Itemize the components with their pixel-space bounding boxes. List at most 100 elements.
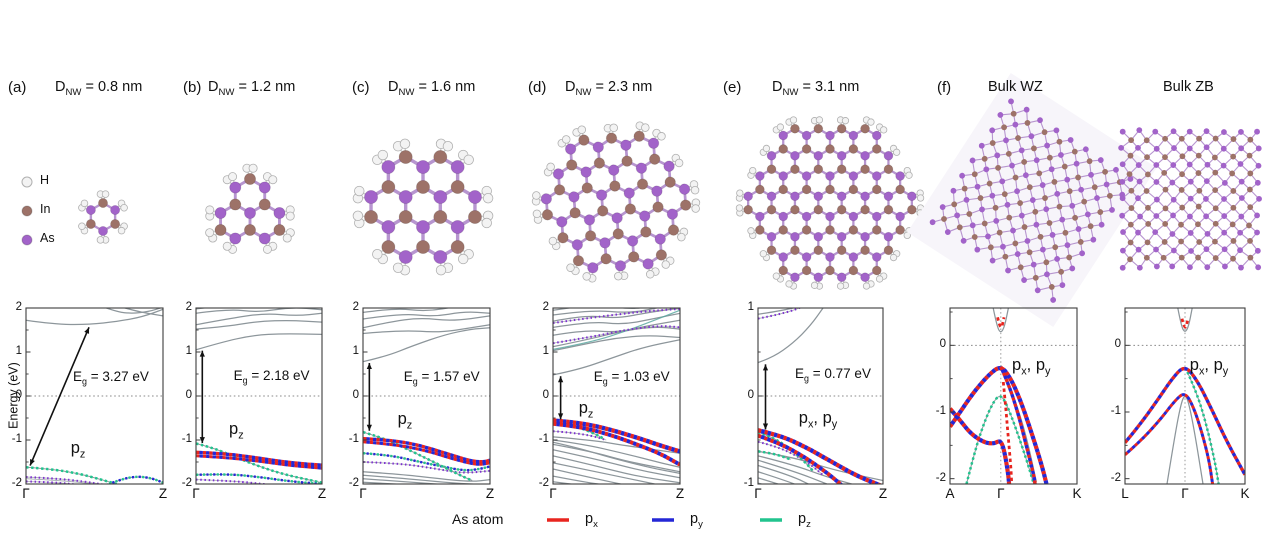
atom-In (1230, 136, 1237, 142)
panel-letter-0: (a) (8, 79, 27, 96)
atom-In (1026, 249, 1033, 256)
band-line (196, 308, 322, 314)
atom-As (1153, 162, 1160, 168)
band-line (950, 366, 1049, 484)
y-tick-label-a-2: 2 (15, 301, 22, 313)
atom-In (871, 184, 882, 195)
atom-In (1001, 124, 1007, 131)
atom-In (860, 204, 870, 215)
atom-In (1052, 244, 1059, 251)
atom-As (778, 130, 789, 141)
atom-In (450, 240, 465, 255)
atom-As (1204, 230, 1211, 237)
atom-In (995, 164, 1002, 171)
atom-As (1119, 161, 1126, 168)
atom-H (248, 163, 258, 173)
atom-H (749, 166, 757, 175)
atom-As (1044, 142, 1051, 149)
atom-As (1188, 248, 1194, 254)
atom-As (1014, 251, 1021, 257)
panel-title-1: DNW = 0.8 nm (55, 79, 143, 98)
atom-As (467, 189, 482, 204)
band-line (950, 407, 1012, 484)
atom-H (532, 209, 542, 219)
atom-In (1032, 208, 1039, 215)
atom-As (1221, 229, 1228, 236)
atom-In (1178, 254, 1185, 261)
atom-In (1162, 154, 1168, 161)
atom-In (597, 205, 609, 217)
atom-As (568, 191, 580, 203)
atom-As (969, 157, 976, 164)
x-tick-label-d-Z: Z (675, 486, 685, 501)
atom-H (282, 233, 292, 243)
atom-As (666, 208, 679, 220)
band-line (363, 315, 490, 329)
atom-H (120, 204, 128, 212)
atom-In (1143, 188, 1150, 194)
atom-As (974, 246, 981, 253)
atom-In (1062, 229, 1069, 236)
atom-In (813, 123, 824, 134)
x-tick-label-zb-K: K (1240, 486, 1250, 501)
atom-As (1170, 212, 1176, 219)
panel-letter-6: (d) (528, 79, 547, 96)
atom-As (871, 130, 882, 141)
atom-In (1015, 135, 1021, 141)
y-tick-label-d--2: -2 (538, 477, 549, 489)
atom-H (661, 260, 671, 269)
band-line (196, 473, 322, 484)
atom-In (1012, 174, 1019, 181)
atom-In (541, 209, 554, 221)
atom-As (978, 142, 985, 149)
band-line (553, 475, 603, 484)
atom-As (1050, 297, 1057, 303)
atom-As (836, 191, 847, 202)
atom-As (654, 233, 666, 245)
atom-In (1041, 129, 1048, 136)
atom-As (871, 252, 882, 262)
atom-In (1143, 137, 1150, 144)
band-gap-label-a: Eg = 3.27 eV (72, 369, 149, 388)
atom-As (1090, 236, 1097, 243)
band-line (26, 478, 95, 484)
atom-In (553, 184, 566, 196)
x-tick-label-e-Γ: Γ (754, 486, 762, 501)
atom-In (1212, 205, 1219, 212)
band-line (363, 308, 452, 314)
atom-As (1153, 213, 1160, 219)
atom-H (691, 204, 700, 213)
atom-In (581, 182, 593, 194)
band-gap-label-b: Eg = 2.18 eV (233, 367, 310, 386)
atom-As (540, 193, 553, 205)
band-line (281, 308, 295, 309)
atom-As (1186, 128, 1193, 135)
atom-As (592, 141, 604, 153)
atom-As (754, 171, 765, 181)
atom-As (1170, 196, 1177, 203)
atom-As (906, 191, 917, 202)
atom-As (743, 191, 754, 202)
atom-In (754, 225, 765, 235)
atom-H (548, 236, 558, 246)
atom-As (836, 150, 847, 161)
panel-letter-8: (e) (723, 79, 742, 96)
atom-As (848, 211, 859, 222)
atom-In (214, 223, 227, 237)
atom-In (572, 255, 585, 267)
atom-As (1203, 196, 1209, 202)
atom-As (1204, 264, 1211, 271)
plot-frame (949, 307, 1078, 485)
atom-In (1051, 178, 1058, 185)
atom-In (612, 228, 624, 240)
y-tick-label-a-1: 1 (15, 345, 22, 357)
atom-In (778, 265, 789, 276)
atom-As (1220, 145, 1227, 152)
atom-As (678, 183, 691, 195)
atom-As (1203, 144, 1210, 151)
band-line (196, 333, 322, 351)
atom-As (639, 210, 651, 222)
atom-In (364, 210, 379, 224)
atom-As (608, 164, 620, 176)
atom-As (1255, 162, 1262, 169)
